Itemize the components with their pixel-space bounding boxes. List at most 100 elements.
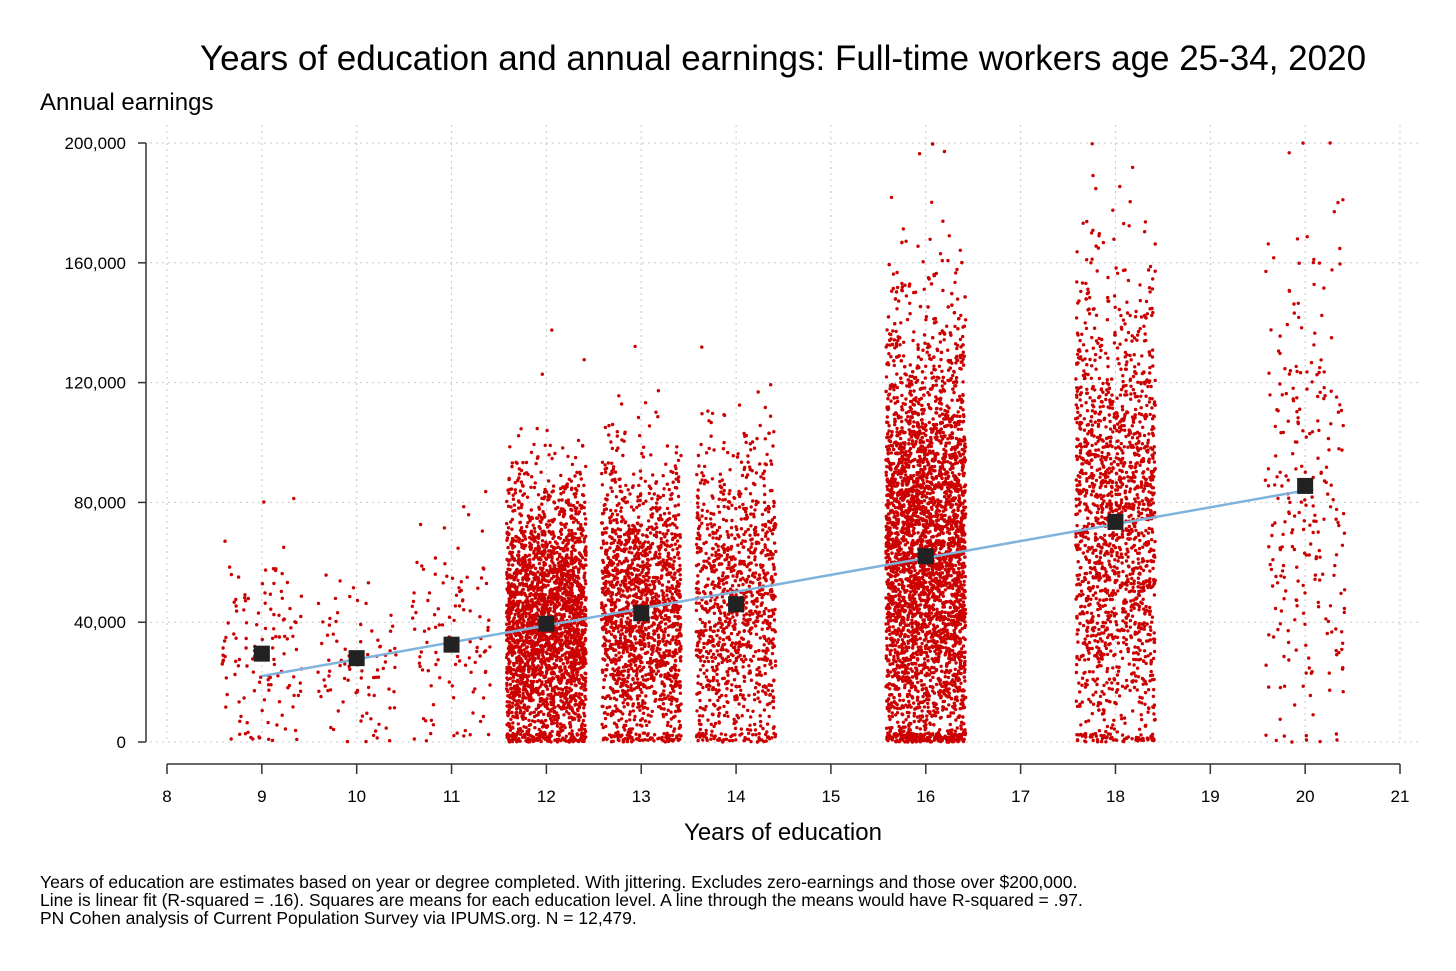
scatter-point: [652, 492, 656, 496]
scatter-point: [540, 530, 545, 534]
scatter-point: [292, 496, 296, 501]
scatter-point: [566, 630, 570, 634]
scatter-point: [523, 560, 528, 564]
scatter-point: [609, 660, 614, 664]
scatter-point: [648, 531, 653, 535]
scatter-point: [488, 645, 492, 649]
scatter-point: [757, 657, 761, 661]
scatter-point: [673, 504, 677, 508]
scatter-point: [534, 547, 538, 551]
scatter-point: [668, 589, 672, 594]
scatter-point: [551, 631, 555, 635]
scatter-point: [609, 515, 613, 519]
scatter-point: [535, 426, 539, 431]
scatter-point: [602, 678, 606, 682]
scatter-point: [766, 510, 771, 514]
scatter-point: [577, 692, 582, 696]
scatter-point: [392, 690, 396, 694]
scatter-point: [516, 559, 520, 563]
scatter-point: [229, 572, 234, 577]
scatter-point: [603, 651, 608, 656]
scatter-point: [548, 716, 553, 721]
scatter-point: [551, 695, 556, 699]
scatter-point: [429, 684, 433, 688]
scatter-point: [557, 731, 561, 736]
scatter-point: [542, 563, 546, 567]
scatter-point: [625, 559, 630, 563]
scatter-point: [259, 675, 263, 679]
scatter-point: [611, 739, 615, 743]
scatter-point: [566, 608, 570, 612]
scatter-point: [631, 540, 635, 545]
scatter-point: [552, 534, 556, 538]
scatter-point: [571, 735, 576, 739]
scatter-point: [510, 701, 515, 705]
scatter-point: [534, 707, 538, 711]
scatter-point: [528, 712, 532, 716]
scatter-point: [561, 490, 566, 494]
scatter-point: [614, 557, 619, 561]
scatter-point: [528, 722, 533, 727]
scatter-point: [523, 704, 527, 708]
scatter-point: [450, 576, 455, 580]
scatter-point: [532, 442, 536, 447]
scatter-point: [645, 596, 649, 601]
scatter-point: [631, 677, 635, 682]
scatter-point: [673, 709, 678, 714]
scatter-point: [626, 696, 630, 700]
scatter-point: [532, 587, 536, 591]
scatter-point: [355, 598, 360, 603]
scatter-point: [576, 581, 580, 585]
scatter-point: [561, 728, 565, 732]
scatter-point: [637, 694, 642, 698]
scatter-point: [758, 670, 762, 674]
scatter-point: [453, 662, 458, 667]
scatter-point: [550, 592, 554, 596]
scatter-point: [540, 543, 544, 547]
scatter-point: [645, 686, 649, 690]
scatter-point: [669, 469, 673, 474]
scatter-point: [267, 688, 271, 692]
scatter-point: [635, 666, 640, 671]
scatter-point: [238, 732, 242, 736]
scatter-point: [447, 680, 451, 684]
scatter-point: [600, 531, 605, 535]
scatter-point: [561, 687, 565, 692]
scatter-point: [647, 720, 651, 724]
scatter-point: [548, 523, 552, 527]
scatter-point: [640, 451, 644, 456]
scatter-point: [673, 542, 677, 546]
scatter-point: [618, 534, 623, 539]
scatter-point: [625, 649, 629, 654]
scatter-point: [607, 639, 612, 643]
scatter-point: [728, 468, 732, 472]
scatter-point: [673, 571, 677, 575]
scatter-point: [551, 489, 555, 493]
scatter-point: [678, 680, 682, 684]
scatter-point: [540, 662, 544, 666]
scatter-point: [571, 520, 576, 524]
scatter-point: [509, 520, 513, 524]
scatter-point: [570, 671, 574, 675]
scatter-point: [614, 698, 619, 702]
scatter-point: [523, 543, 528, 548]
scatter-point: [272, 657, 276, 662]
scatter-point: [636, 531, 640, 535]
scatter-point: [511, 575, 515, 580]
scatter-point: [675, 734, 679, 738]
scatter-point: [518, 563, 522, 567]
scatter-point: [618, 583, 623, 587]
scatter-point: [387, 739, 392, 743]
scatter-point: [393, 665, 397, 670]
scatter-point: [550, 721, 555, 725]
scatter-point: [536, 703, 541, 707]
scatter-point: [570, 707, 574, 712]
scatter-point: [427, 591, 432, 595]
scatter-point: [749, 505, 753, 509]
scatter-point: [535, 535, 539, 539]
scatter-point: [319, 694, 323, 699]
scatter-point: [520, 729, 524, 733]
scatter-point: [550, 729, 554, 734]
scatter-point: [542, 490, 547, 494]
scatter-point: [604, 724, 608, 728]
